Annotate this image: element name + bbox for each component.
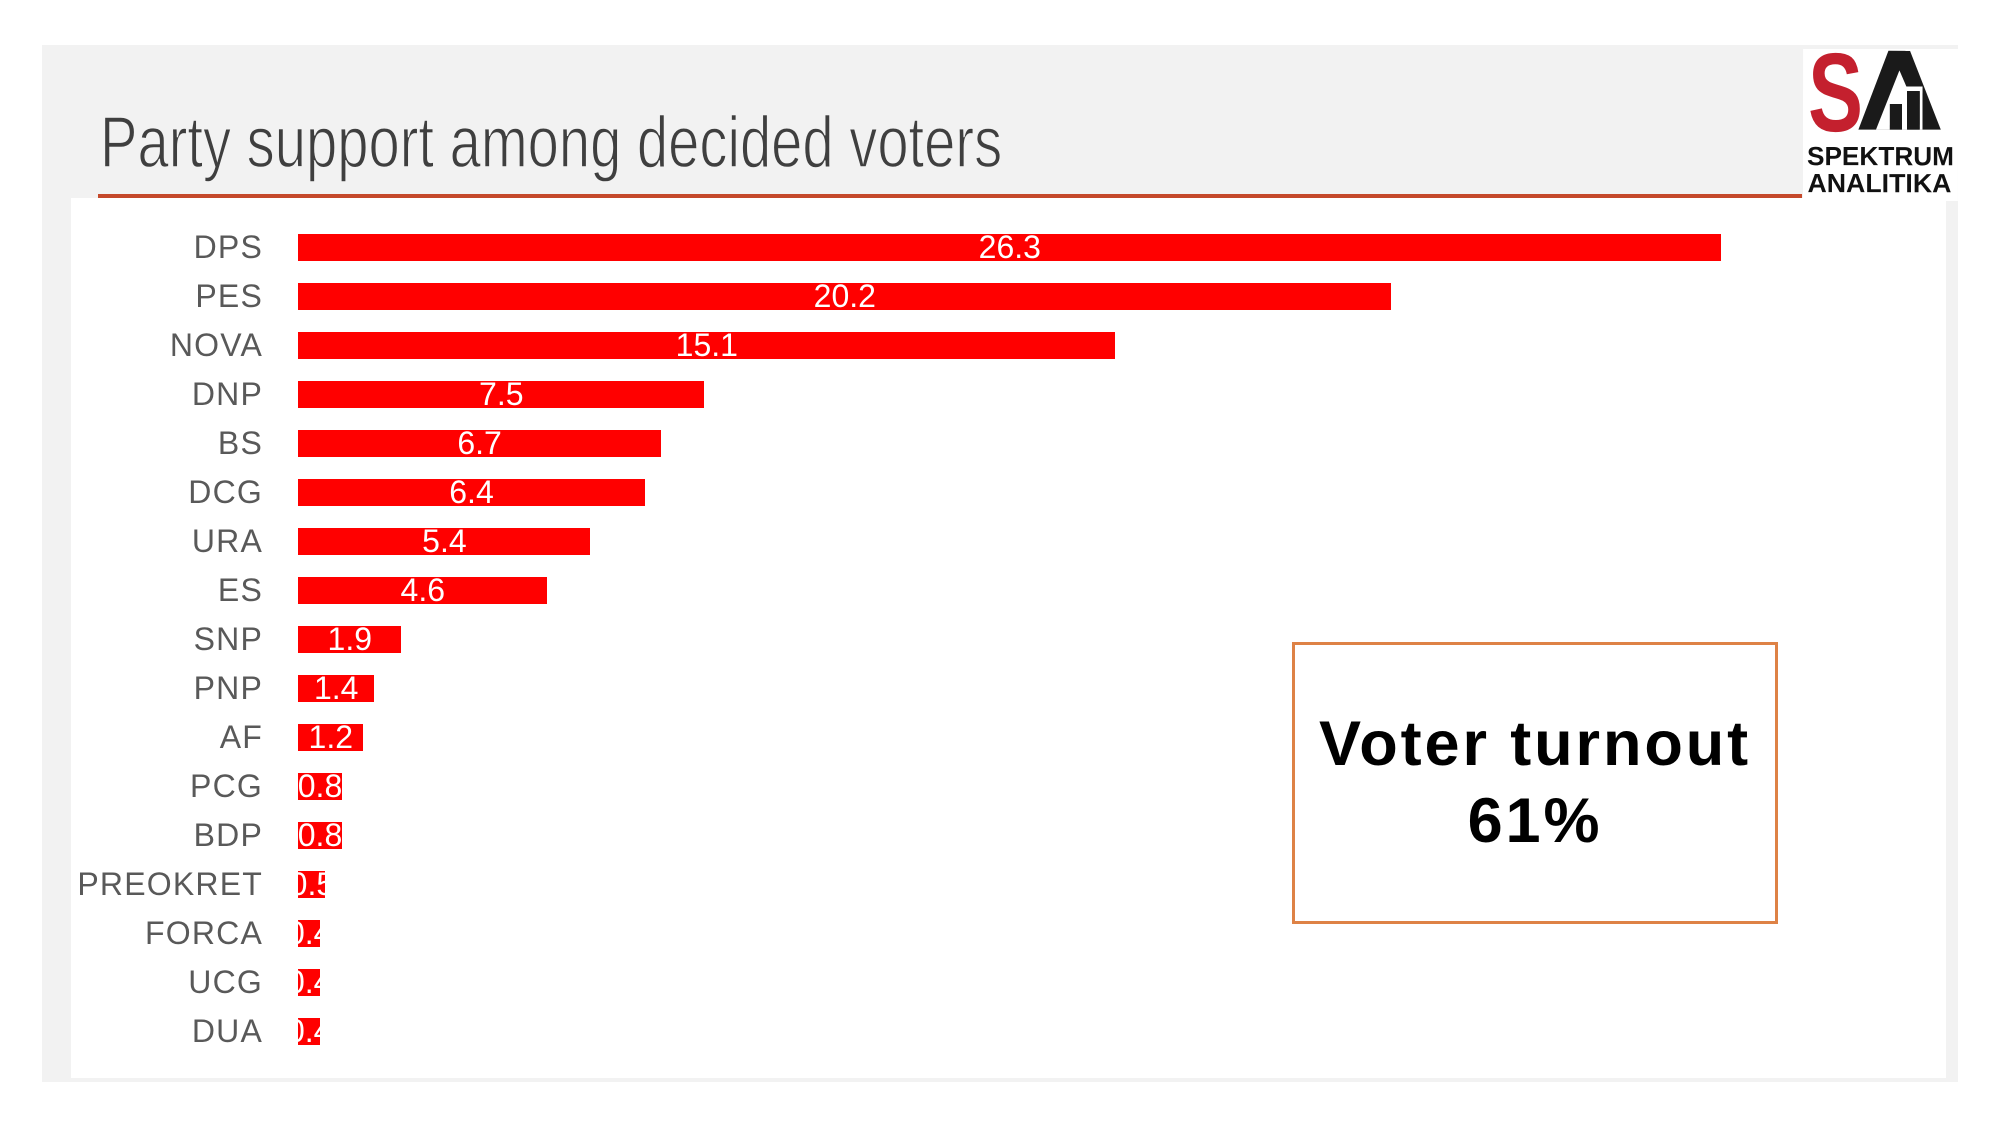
svg-text:SPEKTRUM: SPEKTRUM [1807,141,1954,171]
svg-text:ANALITIKA: ANALITIKA [1807,168,1951,198]
svg-text:S: S [1808,49,1863,155]
